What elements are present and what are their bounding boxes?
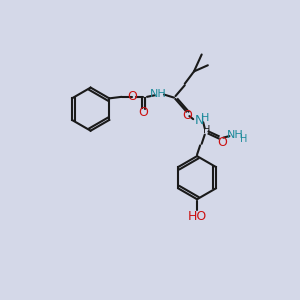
Text: O: O (182, 109, 192, 122)
Text: HO: HO (188, 210, 207, 223)
Text: H: H (202, 125, 210, 135)
Text: O: O (128, 90, 137, 103)
Text: O: O (217, 136, 226, 149)
Text: H: H (201, 112, 210, 123)
Text: H: H (240, 134, 247, 144)
Text: O: O (138, 106, 148, 119)
Text: N: N (195, 114, 204, 127)
Text: NH: NH (150, 89, 167, 99)
Text: NH: NH (226, 130, 243, 140)
